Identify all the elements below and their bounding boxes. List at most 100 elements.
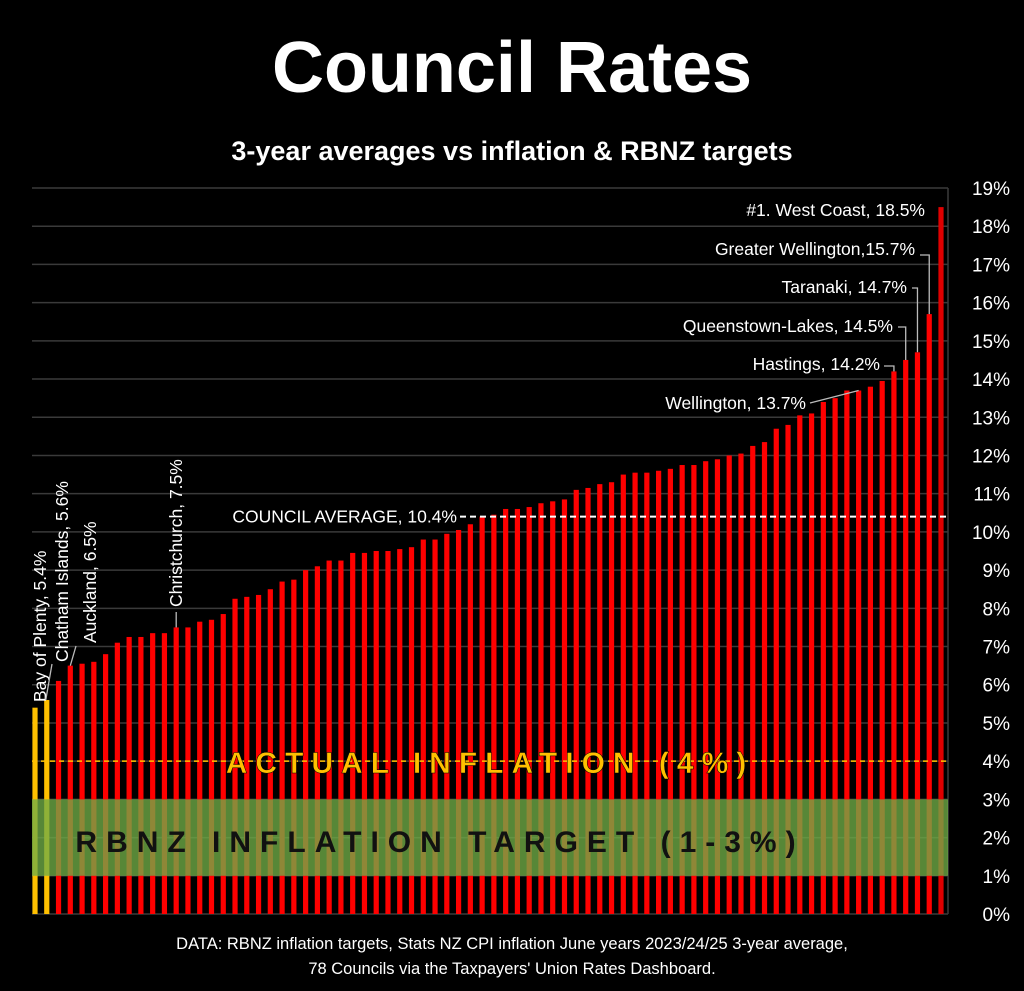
bar [820, 401, 826, 914]
y-axis-ticks: 0% 1% 2% 3% 4% 5% 6% 7% 8% 9% 10% 11% 12% 13% 14% 15% 16… [972, 179, 1010, 926]
bar [161, 633, 168, 914]
bar [455, 529, 462, 914]
bar [350, 552, 356, 914]
bar [750, 445, 756, 914]
leader-line [45, 663, 53, 701]
bar [550, 501, 556, 914]
bar [479, 516, 485, 914]
bar [55, 680, 62, 914]
bar [255, 594, 262, 914]
bar [573, 489, 579, 914]
bar [326, 560, 332, 914]
bar [656, 470, 662, 914]
y-tick-label: 11% [973, 485, 1010, 506]
annotation-label: Hastings, 14.2% [753, 354, 880, 374]
annotations: Bay of Plenty, 5.4% Chatham Islands, 5.6%… [30, 200, 930, 702]
gridlines [32, 187, 949, 915]
annotation-label: Wellington, 13.7% [665, 393, 806, 413]
bar [244, 596, 250, 914]
bar [79, 663, 85, 914]
target-band: RBNZ INFLATION TARGET (1-3%) [32, 799, 948, 876]
annotation-label: Chatham Islands, 5.6% [52, 481, 72, 662]
bar [738, 453, 744, 914]
y-tick-label: 13% [972, 408, 1010, 429]
y-tick-label: 8% [983, 599, 1011, 620]
bar [185, 627, 191, 914]
bar [102, 654, 109, 914]
bar [173, 627, 179, 914]
annotation-label: Bay of Plenty, 5.4% [30, 551, 50, 702]
bar [761, 442, 768, 914]
y-tick-label: 2% [983, 829, 1011, 850]
y-tick-label: 4% [983, 752, 1011, 773]
bar [726, 455, 732, 914]
annotation-label: Auckland, 6.5% [80, 521, 100, 643]
y-tick-label: 19% [972, 179, 1010, 200]
bar [514, 508, 521, 914]
bar [538, 503, 544, 914]
bar [385, 551, 391, 914]
y-tick-label: 3% [983, 790, 1011, 811]
bar [585, 487, 591, 914]
leader-line [912, 287, 919, 353]
annotation-label: Greater Wellington,15.7% [715, 239, 915, 259]
bar [303, 570, 309, 914]
y-tick-label: 18% [972, 217, 1010, 238]
bar [938, 207, 944, 914]
bar [444, 533, 450, 914]
bar [703, 461, 709, 914]
bar [832, 398, 838, 914]
bar [644, 472, 650, 914]
bar [114, 642, 120, 914]
bar [608, 482, 615, 914]
bar [856, 390, 862, 915]
leader-line [809, 389, 859, 404]
bar [232, 598, 238, 914]
bar [879, 380, 885, 915]
bar [420, 539, 426, 914]
bar [373, 551, 379, 914]
target-band-label: RBNZ INFLATION TARGET (1-3%) [75, 826, 804, 859]
bar [467, 524, 473, 914]
bar [620, 474, 626, 914]
bar [667, 468, 673, 914]
y-tick-label: 7% [983, 638, 1011, 659]
source-line-1: DATA: RBNZ inflation targets, Stats NZ C… [176, 935, 848, 953]
annotation-label: Christchurch, 7.5% [166, 459, 186, 607]
bar [338, 560, 344, 914]
bar [220, 614, 226, 914]
bar [679, 465, 685, 914]
bar [361, 552, 368, 914]
bar [150, 633, 156, 914]
annotation-label: Taranaki, 14.7% [782, 277, 908, 297]
bar [691, 465, 697, 914]
bar [291, 579, 297, 914]
bar [314, 566, 320, 914]
bar [126, 636, 132, 914]
source-line-2: 78 Councils via the Taxpayers' Union Rat… [308, 960, 715, 978]
bar [785, 424, 791, 914]
y-tick-label: 0% [983, 905, 1011, 926]
leader-line [884, 365, 895, 372]
bar [891, 371, 897, 914]
bar [267, 589, 273, 914]
bar [561, 499, 568, 914]
bar [503, 508, 509, 914]
bar [408, 547, 415, 914]
y-tick-label: 9% [983, 561, 1011, 582]
bar [773, 428, 779, 914]
annotation-label: Queenstown-Lakes, 14.5% [683, 316, 893, 336]
bar [903, 359, 909, 914]
bars [32, 207, 944, 915]
leader-line [898, 326, 907, 360]
bar [138, 636, 144, 914]
bar [632, 472, 638, 914]
bar [208, 619, 215, 914]
y-tick-label: 5% [983, 714, 1011, 735]
y-tick-label: 14% [972, 370, 1010, 391]
bar [808, 413, 815, 914]
bar [714, 459, 721, 914]
council-average-label: COUNCIL AVERAGE, 10.4% [232, 507, 457, 527]
bar [279, 581, 285, 914]
